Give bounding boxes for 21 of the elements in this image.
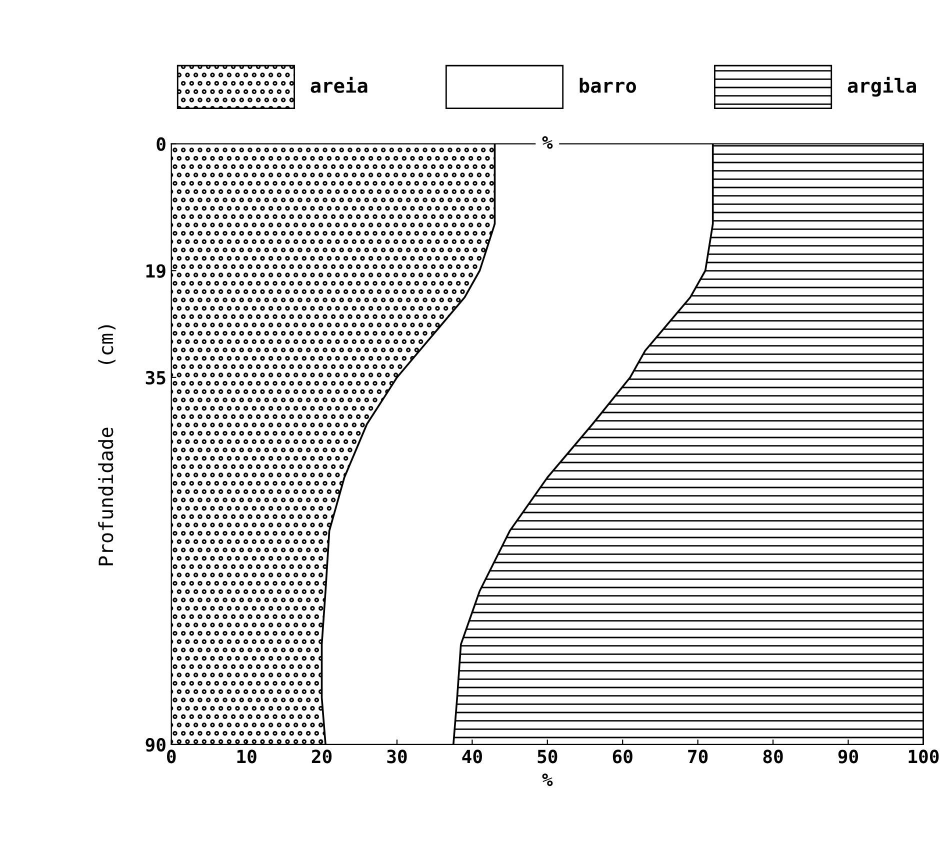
- annotation: %: [542, 136, 553, 149]
- y-axis-title: Profundidade (cm): [98, 325, 116, 566]
- x-tick-label: 50: [538, 750, 558, 764]
- y-tick-label: 0: [156, 137, 166, 151]
- x-axis-title: %: [542, 773, 553, 786]
- y-tick-label: 35: [146, 370, 166, 385]
- x-tick-label: 60: [612, 750, 632, 764]
- text: argila: [848, 76, 916, 97]
- x-tick-label: 10: [237, 750, 256, 764]
- x-tick-label: 100: [908, 750, 939, 764]
- x-tick-label: 90: [838, 750, 858, 764]
- y-tick-label: 90: [146, 738, 166, 752]
- text: areia: [310, 76, 368, 93]
- x-tick-label: 20: [312, 750, 332, 764]
- x-tick-label: 80: [763, 750, 783, 764]
- text: barro: [580, 78, 636, 93]
- x-tick-label: 0: [167, 750, 176, 764]
- x-tick-label: 30: [387, 750, 407, 764]
- x-tick-label: 40: [462, 750, 482, 764]
- x-tick-label: 70: [688, 750, 708, 764]
- y-tick-label: 19: [146, 264, 166, 278]
